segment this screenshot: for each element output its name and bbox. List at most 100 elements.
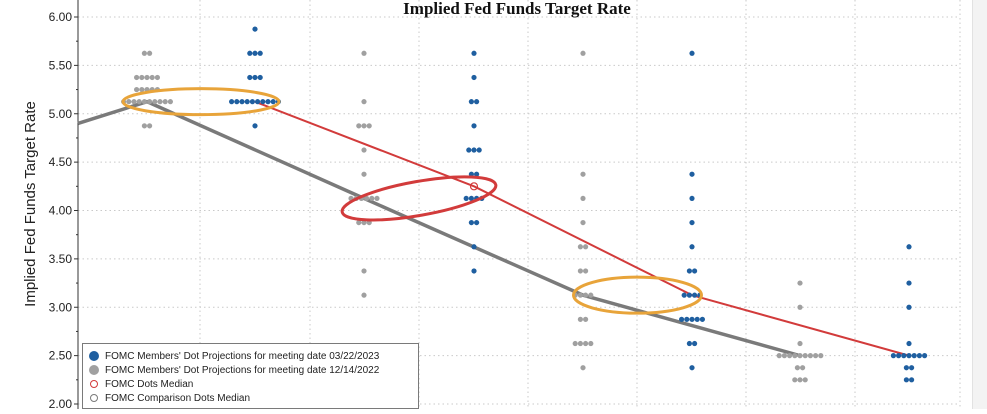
dot-projection-mar-2023 (909, 377, 915, 383)
dot-projection-dec-2022 (802, 353, 808, 359)
dot-projection-dec-2022 (356, 219, 362, 226)
dot-projection-dec-2022 (781, 353, 788, 359)
dot-projection-mar-2023 (689, 365, 695, 371)
dot-projection-dec-2022 (807, 353, 814, 359)
dot-projection-dec-2022 (147, 50, 153, 56)
dot-projection-mar-2023 (270, 99, 276, 105)
y-tick-label: 3.00 (49, 300, 73, 314)
dot-projection-mar-2023 (689, 50, 695, 56)
dot-projection-mar-2023 (252, 50, 258, 56)
dot-projection-mar-2023 (922, 353, 928, 359)
dot-projection-mar-2023 (901, 353, 907, 359)
dot-projection-mar-2023 (686, 268, 693, 274)
legend-label: FOMC Members' Dot Projections for meetin… (105, 364, 380, 376)
chart-title: Implied Fed Funds Target Rate (403, 0, 631, 18)
dot-projection-dec-2022 (131, 99, 137, 105)
y-tick-label: 4.00 (49, 204, 73, 218)
dot-projection-mar-2023 (229, 99, 235, 105)
highlight-ellipse-2025 (572, 275, 703, 315)
dot-projection-dec-2022 (361, 50, 367, 56)
highlight-ellipse-2023 (121, 87, 281, 117)
dot-projection-mar-2023 (476, 147, 482, 153)
y-tick-label: 4.50 (49, 155, 73, 169)
dot-projection-dec-2022 (144, 74, 150, 81)
dot-projection-dec-2022 (797, 304, 803, 310)
dot-projection-dec-2022 (583, 316, 589, 322)
dot-projection-dec-2022 (577, 292, 584, 298)
dot-projection-mar-2023 (694, 316, 700, 322)
dot-projection-dec-2022 (361, 219, 367, 226)
dot-projection-dec-2022 (369, 195, 375, 202)
dot-projection-mar-2023 (247, 50, 253, 56)
dot-projection-mar-2023 (255, 99, 261, 105)
dot-projection-mar-2023 (684, 316, 690, 322)
dot-projection-mar-2023 (474, 219, 480, 226)
dot-projection-dec-2022 (361, 268, 367, 274)
legend-item: FOMC Members' Dot Projections for meetin… (89, 349, 379, 363)
legend-marker (90, 380, 98, 388)
dot-projection-dec-2022 (580, 171, 586, 177)
dot-projection-mar-2023 (906, 304, 912, 310)
dot-projection-mar-2023 (471, 74, 477, 81)
dot-projection-dec-2022 (141, 99, 147, 105)
legend-label: FOMC Comparison Dots Median (105, 392, 251, 404)
dot-projection-mar-2023 (471, 268, 477, 274)
dot-projection-mar-2023 (466, 147, 472, 153)
highlight-ellipse-2024 (340, 175, 498, 222)
dot-projection-dec-2022 (136, 99, 142, 105)
dot-projection-mar-2023 (471, 147, 477, 153)
legend-marker (89, 365, 99, 375)
dot-projection-mar-2023 (681, 292, 687, 298)
dot-projection-dec-2022 (361, 99, 367, 105)
dot-projection-mar-2023 (699, 316, 706, 322)
dot-projection-dec-2022 (797, 353, 803, 359)
dot-projection-mar-2023 (679, 316, 685, 322)
dot-projection-dec-2022 (787, 353, 793, 359)
dot-projection-mar-2023 (252, 26, 258, 32)
dot-projection-mar-2023 (689, 195, 695, 202)
dot-projection-dec-2022 (361, 171, 367, 177)
y-tick-label: 6.00 (49, 10, 73, 24)
dot-projection-dec-2022 (588, 292, 594, 298)
y-tick-label: 2.00 (49, 397, 73, 409)
dot-projection-dec-2022 (141, 123, 147, 129)
dot-projection-dec-2022 (134, 86, 140, 93)
dot-projection-mar-2023 (916, 353, 923, 359)
dot-projection-mar-2023 (468, 195, 474, 202)
dot-projection-dec-2022 (147, 123, 153, 129)
dot-projection-mar-2023 (692, 340, 698, 347)
dot-projection-dec-2022 (157, 99, 163, 105)
dot-projection-mar-2023 (474, 171, 480, 177)
legend-item: FOMC Comparison Dots Median (89, 391, 250, 405)
dot-projection-dec-2022 (580, 195, 586, 202)
dot-projection-dec-2022 (818, 353, 824, 359)
dot-projection-dec-2022 (577, 340, 584, 347)
dot-projection-mar-2023 (252, 74, 258, 81)
y-tick-label: 2.50 (49, 349, 73, 363)
dot-projection-dec-2022 (792, 377, 798, 383)
dot-projection-mar-2023 (247, 74, 253, 81)
dot-projection-dec-2022 (149, 74, 155, 81)
dot-projection-dec-2022 (162, 99, 168, 105)
legend-label: FOMC Dots Median (105, 378, 194, 390)
dot-projection-mar-2023 (463, 195, 469, 202)
dot-projection-mar-2023 (471, 244, 477, 250)
dot-projection-dec-2022 (580, 219, 586, 226)
dot-projection-mar-2023 (692, 268, 698, 274)
dot-projection-dec-2022 (366, 123, 372, 129)
scrollbar[interactable] (972, 0, 987, 409)
legend-marker (89, 351, 99, 361)
dot-projection-mar-2023 (471, 123, 477, 129)
dot-projection-mar-2023 (689, 171, 695, 177)
dot-projection-dec-2022 (167, 99, 173, 105)
dot-projection-dec-2022 (577, 244, 584, 250)
dot-projection-mar-2023 (689, 316, 695, 322)
dot-projection-mar-2023 (260, 99, 266, 105)
dot-projection-mar-2023 (257, 50, 263, 56)
dot-projection-mar-2023 (249, 99, 255, 105)
dot-projection-mar-2023 (468, 99, 474, 105)
dot-projection-dec-2022 (364, 195, 370, 202)
dot-projection-mar-2023 (686, 340, 693, 347)
